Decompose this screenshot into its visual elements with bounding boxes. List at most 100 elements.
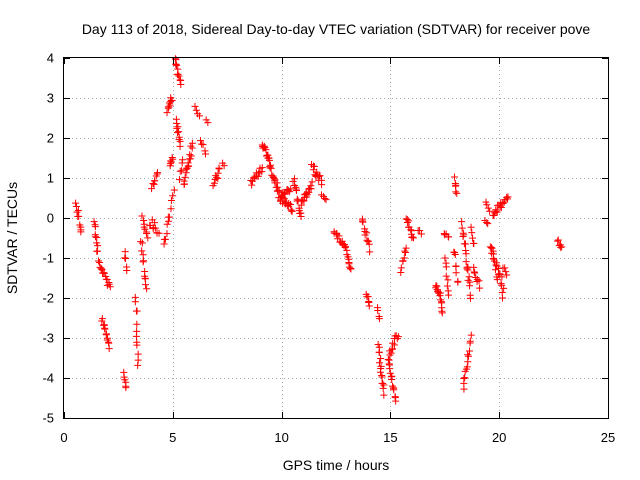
data-point (375, 315, 383, 323)
data-point (451, 250, 459, 258)
data-point (445, 233, 453, 241)
y-axis-label: SDTVAR / TECUs (4, 182, 20, 294)
data-point (364, 293, 372, 301)
data-point (174, 128, 182, 136)
data-point (91, 223, 99, 231)
data-point (416, 226, 424, 234)
data-point (417, 230, 425, 238)
data-point (75, 212, 83, 220)
data-point (178, 167, 186, 175)
data-point (138, 212, 146, 220)
data-point (347, 265, 355, 273)
data-point (262, 146, 270, 154)
data-point (144, 234, 152, 242)
data-point (273, 179, 281, 187)
data-point (316, 172, 324, 180)
data-point (280, 190, 288, 198)
data-point (139, 251, 147, 259)
data-point (460, 231, 468, 239)
data-point (173, 61, 181, 69)
data-point (464, 358, 472, 366)
data-point (134, 361, 142, 369)
data-point (291, 182, 299, 190)
data-point (438, 309, 446, 317)
data-point (466, 294, 474, 302)
data-point (142, 281, 150, 289)
data-point (405, 217, 413, 225)
data-point (134, 350, 142, 358)
data-point (97, 264, 105, 272)
data-point (72, 199, 80, 207)
data-point (402, 244, 410, 252)
data-points (72, 55, 566, 405)
y-tick-label: 0 (47, 211, 54, 226)
data-point (168, 96, 176, 104)
data-point (196, 112, 204, 120)
y-tick-label: -4 (42, 371, 54, 386)
data-point (452, 188, 460, 196)
data-point (139, 257, 147, 265)
data-point (363, 236, 371, 244)
data-point (386, 365, 394, 373)
data-point (177, 80, 185, 88)
data-point (365, 302, 373, 310)
data-point (470, 240, 478, 248)
data-point (95, 257, 103, 265)
data-point (313, 168, 321, 176)
y-tick-label: -5 (42, 411, 54, 426)
data-point (363, 229, 371, 237)
data-point (176, 142, 184, 150)
chart-title: Day 113 of 2018, Sidereal Day-to-day VTE… (82, 21, 591, 37)
data-point (462, 258, 470, 266)
data-point (463, 363, 471, 371)
data-point (169, 192, 177, 200)
data-point (342, 243, 350, 251)
data-point (188, 144, 196, 152)
data-point (403, 218, 411, 226)
data-point (287, 206, 295, 214)
data-point (169, 155, 177, 163)
data-point (375, 348, 383, 356)
data-point (267, 161, 275, 169)
data-point (137, 238, 145, 246)
data-point (102, 331, 110, 339)
data-point (167, 196, 175, 204)
data-point (297, 213, 305, 221)
data-point (378, 379, 386, 387)
plot-frame (63, 57, 609, 419)
data-point (133, 307, 141, 315)
data-point (154, 169, 162, 177)
data-point (255, 169, 263, 177)
data-point (390, 386, 398, 394)
data-point (184, 162, 192, 170)
data-point (492, 259, 500, 267)
data-point (464, 352, 472, 360)
data-point (463, 265, 471, 273)
data-point (461, 374, 469, 382)
data-point (170, 186, 178, 194)
data-point (150, 180, 158, 188)
data-point (441, 231, 449, 239)
data-point (308, 178, 316, 186)
data-point (186, 151, 194, 159)
data-point (554, 237, 562, 245)
data-point (452, 181, 460, 189)
data-point (378, 373, 386, 381)
data-point (275, 187, 283, 195)
data-point (468, 229, 476, 237)
data-point (436, 289, 444, 297)
data-point (444, 276, 452, 284)
data-point (265, 156, 273, 164)
data-point (106, 283, 114, 291)
data-point (409, 234, 417, 242)
y-tick-label: -1 (42, 251, 54, 266)
data-point (445, 291, 453, 299)
data-point (90, 218, 98, 226)
data-point (471, 269, 479, 277)
data-point (167, 158, 175, 166)
x-tick-labels: 0 5 10 15 20 25 (60, 430, 615, 445)
data-point (310, 163, 318, 171)
data-point (204, 119, 212, 127)
data-point (438, 298, 446, 306)
data-point (504, 193, 512, 201)
